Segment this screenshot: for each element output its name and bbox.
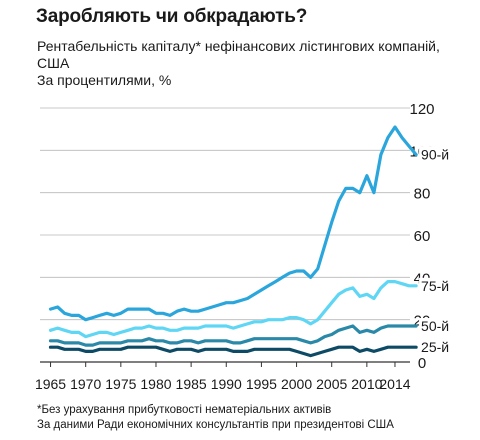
footnote: *Без урахування прибутковості нематеріал… [37, 404, 332, 416]
series-line [48, 280, 418, 339]
x-tick-label: 2010 [351, 376, 382, 392]
series-label-bg [419, 339, 456, 357]
series-line [48, 345, 418, 358]
y-tick-label: 60 [414, 228, 431, 245]
y-tick-label: 120 [409, 101, 434, 118]
x-tick-label: 1995 [246, 376, 277, 392]
x-tick-label: 2000 [281, 376, 312, 392]
series-line [48, 125, 418, 322]
x-tick-label: 1990 [211, 376, 242, 392]
chart-subtitle: Рентабельність капіталу* нефінансових лі… [37, 38, 440, 71]
series-label: 90-й [421, 147, 449, 163]
x-tick-label: 1980 [140, 376, 171, 392]
x-tick-label: 2014 [379, 376, 410, 392]
y-tick-label: 80 [414, 186, 431, 203]
x-tick-label: 1975 [105, 376, 136, 392]
x-tick-label: 1965 [35, 376, 66, 392]
series-label: 25-й [421, 339, 449, 355]
x-tick-label: 2005 [316, 376, 347, 392]
series-label: 50-й [421, 318, 449, 334]
series-label-bg [419, 318, 456, 336]
chart-title: Заробляють чи обкрадають? [36, 6, 308, 27]
source-note: За даними Ради економічних консультантів… [37, 419, 394, 431]
x-tick-label: 1985 [176, 376, 207, 392]
y-tick-label: 0 [418, 355, 426, 372]
series-label: 75-й [421, 278, 449, 294]
series-label-bg [419, 146, 456, 164]
x-tick-label: 1970 [70, 376, 101, 392]
series-label-bg [419, 277, 456, 295]
series-line [48, 324, 418, 347]
chart-ylabel: За процентилями, % [37, 72, 172, 88]
